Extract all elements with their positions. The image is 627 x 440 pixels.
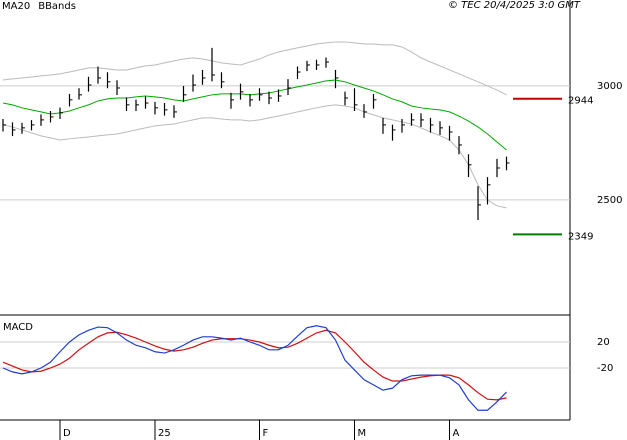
legend-entry: BBands bbox=[38, 1, 76, 12]
panel-title: MACD bbox=[3, 322, 33, 333]
x-tick-label: F bbox=[263, 428, 269, 439]
y-tick-label: 3000 bbox=[597, 81, 622, 92]
x-tick-label: A bbox=[453, 428, 460, 439]
band-line bbox=[2, 104, 507, 209]
level-label: 2349 bbox=[568, 231, 593, 242]
level-label: 2944 bbox=[568, 96, 593, 107]
macd-line bbox=[2, 329, 507, 401]
band-line bbox=[2, 41, 507, 96]
x-tick-label: 25 bbox=[158, 428, 171, 439]
y-tick-label: -20 bbox=[597, 363, 613, 374]
x-tick-label: M bbox=[358, 428, 367, 439]
macd-line bbox=[2, 325, 507, 411]
ma-line bbox=[2, 79, 507, 151]
y-tick-label: 20 bbox=[597, 337, 610, 348]
legend-entry: MA20 bbox=[2, 1, 30, 12]
x-tick-label: D bbox=[63, 428, 71, 439]
annotation: © TEC 20/4/2025 3:0 GMT bbox=[448, 0, 581, 11]
y-tick-label: 2500 bbox=[597, 195, 622, 206]
